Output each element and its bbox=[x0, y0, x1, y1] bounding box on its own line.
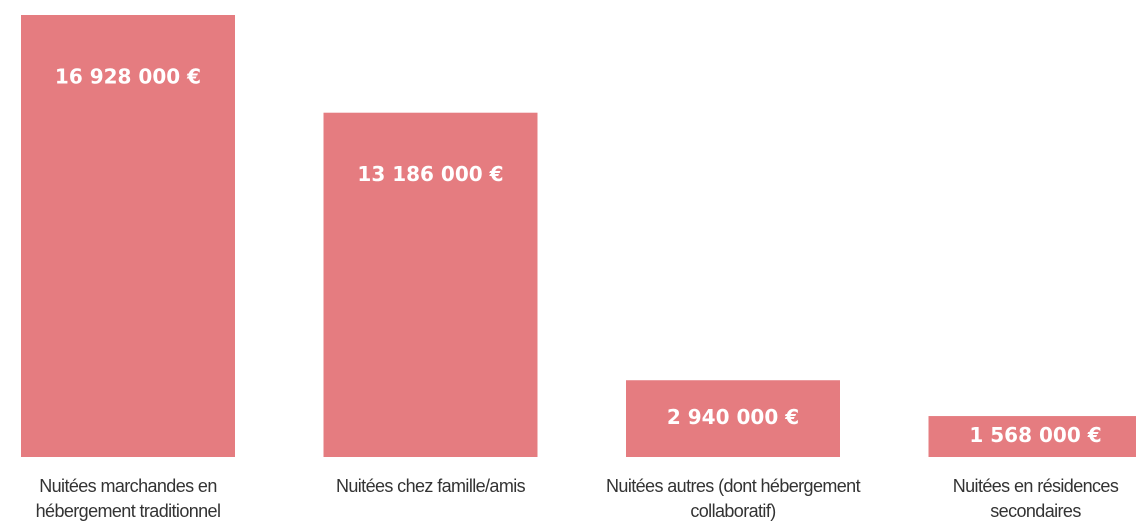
x-tick-label: Nuitées en résidences secondaires bbox=[952, 476, 1119, 521]
value-label: 1 568 000 € bbox=[969, 423, 1101, 447]
bar bbox=[928, 416, 1136, 457]
x-tick-label: Nuitées marchandes en hébergement tradit… bbox=[35, 476, 221, 521]
value-label: 16 928 000 € bbox=[55, 65, 201, 89]
x-tick-label: Nuitées autres (dont hébergement collabo… bbox=[606, 476, 861, 521]
bar bbox=[323, 112, 538, 457]
bar bbox=[626, 380, 840, 457]
bar bbox=[21, 15, 235, 457]
value-label: 13 186 000 € bbox=[357, 162, 503, 186]
value-label: 2 940 000 € bbox=[667, 405, 799, 429]
x-tick-label: Nuitées chez famille/amis bbox=[335, 476, 526, 496]
